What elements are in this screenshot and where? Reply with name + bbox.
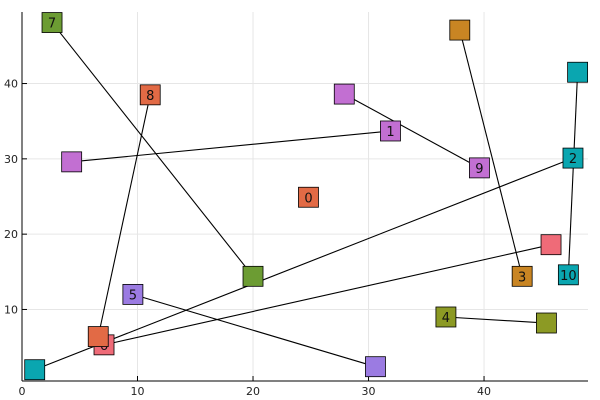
node-marker-16 bbox=[87, 326, 109, 347]
node-marker-1 bbox=[380, 120, 401, 142]
node-marker-5 bbox=[511, 265, 533, 287]
edge-6 bbox=[51, 22, 254, 277]
node-label-9: 5 bbox=[129, 288, 137, 303]
edge-3 bbox=[445, 316, 547, 324]
node-marker-8 bbox=[536, 312, 557, 334]
node-marker-12 bbox=[540, 234, 562, 256]
node-marker-2 bbox=[61, 151, 83, 173]
node-marker-0 bbox=[298, 186, 319, 208]
node-label-5: 3 bbox=[518, 270, 526, 285]
node-marker-18 bbox=[333, 83, 355, 105]
node-marker-20 bbox=[567, 61, 589, 83]
node-marker-3 bbox=[562, 147, 584, 169]
grid-lines bbox=[21, 12, 588, 381]
node-marker-4 bbox=[24, 359, 46, 381]
edge-8 bbox=[344, 93, 480, 169]
node-marker-10 bbox=[365, 356, 386, 378]
node-label-15: 8 bbox=[146, 89, 154, 104]
node-marker-15 bbox=[139, 84, 161, 106]
x-tick-label-4: 40 bbox=[477, 385, 491, 398]
x-tick-label-3: 30 bbox=[362, 385, 376, 398]
node-marker-9 bbox=[122, 283, 144, 305]
edge-9 bbox=[567, 72, 579, 275]
node-label-1: 1 bbox=[386, 125, 394, 140]
node-marker-17 bbox=[469, 157, 490, 179]
node-marker-13 bbox=[41, 12, 63, 33]
y-tick-label-0: 10 bbox=[4, 303, 18, 316]
y-tick-label-2: 30 bbox=[4, 153, 18, 166]
edges bbox=[34, 22, 579, 371]
edge-2 bbox=[459, 29, 523, 277]
node-marker-14 bbox=[242, 265, 264, 287]
nodes: 012345678910 bbox=[24, 12, 589, 381]
node-label-17: 9 bbox=[475, 162, 483, 177]
edge-0 bbox=[71, 130, 391, 163]
node-label-7: 4 bbox=[442, 311, 450, 326]
edge-5 bbox=[103, 244, 552, 346]
edge-4 bbox=[132, 293, 376, 368]
node-label-3: 2 bbox=[569, 152, 577, 167]
node-marker-7 bbox=[435, 306, 457, 328]
node-label-0: 0 bbox=[304, 191, 312, 206]
node-label-19: 10 bbox=[560, 269, 577, 284]
edge-7 bbox=[97, 94, 151, 337]
x-tick-label-2: 20 bbox=[246, 385, 260, 398]
node-label-13: 7 bbox=[48, 17, 56, 32]
axes bbox=[21, 12, 588, 382]
x-tick-label-1: 10 bbox=[131, 385, 145, 398]
node-marker-19 bbox=[557, 264, 579, 286]
y-tick-label-3: 40 bbox=[4, 78, 18, 91]
y-tick-label-1: 20 bbox=[4, 228, 18, 241]
edge-1 bbox=[34, 157, 574, 371]
x-tick-label-0: 0 bbox=[19, 385, 26, 398]
node-marker-6 bbox=[449, 19, 471, 41]
